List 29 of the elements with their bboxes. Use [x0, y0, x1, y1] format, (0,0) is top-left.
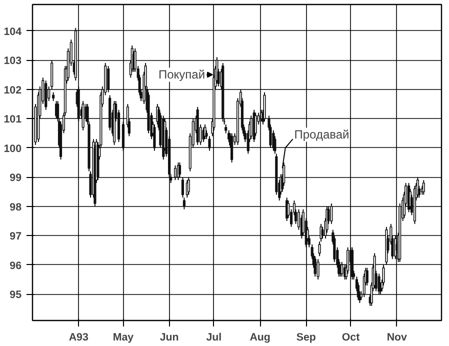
candlestick	[330, 202, 333, 224]
candlestick	[44, 80, 48, 110]
candlestick	[174, 164, 177, 181]
x-tick-label: Nov	[386, 332, 408, 344]
y-tick-label: 101	[4, 114, 22, 126]
candlestick	[340, 261, 344, 278]
candlestick	[230, 132, 234, 163]
x-tick-label: Oct	[342, 332, 360, 344]
candlestick	[318, 241, 321, 257]
y-tick-label: 100	[4, 142, 22, 155]
candlestick	[316, 258, 320, 280]
annotation: Покупай	[158, 68, 206, 82]
candlestick	[122, 121, 125, 152]
y-tick-label: 97	[10, 230, 22, 243]
annotation: Продавай	[294, 128, 350, 142]
y-tick-label: 104	[4, 26, 22, 38]
x-tick-label: Jun	[160, 332, 179, 344]
x-tick-label: Aug	[250, 332, 270, 344]
y-tick-label: 95	[10, 289, 22, 302]
y-tick-label: 99	[10, 172, 22, 184]
candlestick	[107, 65, 110, 93]
x-tick-label: Jul	[206, 332, 222, 344]
x-tick-label: A93	[68, 332, 88, 344]
y-tick-label: 96	[10, 260, 22, 272]
x-tick-label: May	[112, 332, 134, 344]
x-tick-label: Sep	[296, 332, 316, 344]
y-tick-label: 102	[4, 84, 22, 96]
y-tick-label: 103	[4, 55, 22, 68]
y-tick-label: 98	[10, 201, 22, 214]
